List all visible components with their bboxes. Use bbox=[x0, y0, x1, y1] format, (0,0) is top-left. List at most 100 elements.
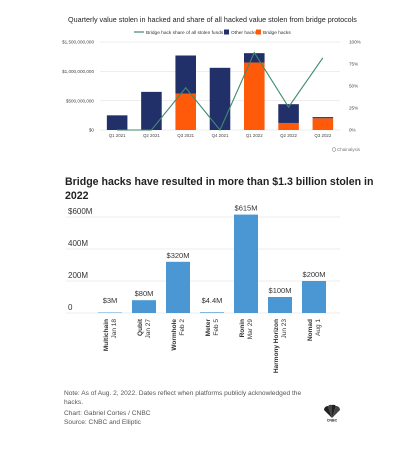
y-tick-label: $1,000,000,000 bbox=[62, 69, 94, 74]
value-label: $3M bbox=[103, 296, 118, 305]
source: Source: CNBC and Elliptic bbox=[64, 419, 141, 426]
y2-tick-label: 75% bbox=[349, 62, 358, 67]
value-label: $100M bbox=[269, 286, 292, 295]
x-tick-label: Q3 2022 bbox=[314, 133, 331, 138]
svg-text:WormholeFeb 2: WormholeFeb 2 bbox=[171, 319, 186, 351]
cnbc-peacock-logo: CNBC bbox=[324, 404, 340, 423]
svg-text:MeterFeb 5: MeterFeb 5 bbox=[205, 319, 220, 337]
chart2-x-axis: MultichainJan 18 QubitJan 27 WormholeFeb 2… bbox=[103, 318, 322, 373]
platform-name: Multichain bbox=[103, 319, 110, 351]
chart2-title-line1: Bridge hacks have resulted in more than … bbox=[65, 176, 373, 188]
svg-text:MultichainJan 18: MultichainJan 18 bbox=[103, 319, 118, 352]
x-tick-label: Q3 2021 bbox=[177, 133, 194, 138]
platform-name: Qubit bbox=[137, 318, 144, 336]
chart-credit: Chart: Gabriel Cortes / CNBC bbox=[64, 410, 151, 417]
note-line2: hacks. bbox=[64, 399, 84, 406]
bridge-hacks-2022-chart: Bridge hacks have resulted in more than … bbox=[65, 176, 373, 373]
chart2-title-line2: 2022 bbox=[65, 190, 89, 202]
y-tick-label: $600M bbox=[68, 207, 93, 216]
chart1-share-line bbox=[117, 51, 324, 132]
x-category-label: MultichainJan 18 bbox=[103, 319, 118, 352]
value-label: $200M bbox=[303, 270, 326, 279]
y-tick-label: $0 bbox=[89, 128, 95, 133]
chart1-bars bbox=[106, 53, 334, 130]
chainalysis-icon bbox=[331, 147, 337, 152]
platform-name: Ronin bbox=[239, 319, 246, 337]
bar-other-hacks bbox=[209, 67, 231, 130]
y-tick-label: 200M bbox=[68, 271, 88, 280]
chart2-bars bbox=[98, 214, 326, 313]
bar-bridge-hacks bbox=[175, 93, 196, 130]
platform-name: Meter bbox=[205, 319, 212, 337]
bar-other-hacks bbox=[141, 91, 162, 130]
x-category-label: WormholeFeb 2 bbox=[171, 319, 186, 351]
value-label: $4.4M bbox=[202, 296, 223, 305]
hack-date: Mar 29 bbox=[247, 319, 254, 340]
bar-other-hacks bbox=[278, 104, 299, 123]
platform-name: Harmony Horizon bbox=[273, 319, 280, 373]
bar-bridge-hacks bbox=[278, 122, 299, 130]
y2-tick-label: 25% bbox=[349, 106, 358, 111]
bar-hack-value bbox=[200, 312, 224, 313]
chart1-title: Quarterly value stolen in hacked and sha… bbox=[68, 15, 357, 24]
chart2-value-labels: $3M $80M $320M $4.4M $615M $100M $200M bbox=[103, 204, 326, 305]
chart1-legend: Bridge hack share of all stolen funds Ot… bbox=[134, 29, 291, 36]
x-tick-label: Q1 2022 bbox=[246, 133, 263, 138]
x-category-label: NomadAug 1 bbox=[307, 319, 322, 341]
svg-text:NomadAug 1: NomadAug 1 bbox=[307, 319, 322, 341]
bar-bridge-hacks bbox=[244, 62, 265, 130]
platform-name: Wormhole bbox=[171, 319, 178, 351]
hack-date: Jun 23 bbox=[281, 319, 288, 339]
x-category-label: RoninMar 29 bbox=[239, 319, 254, 340]
chart1-credit-text: Chainalysis bbox=[337, 147, 361, 152]
bar-hack-value bbox=[132, 300, 156, 313]
x-category-label: MeterFeb 5 bbox=[205, 319, 220, 337]
chart1-y-axis: $1,500,000,000 $1,000,000,000 $500,000,000… bbox=[62, 40, 94, 133]
x-tick-label: Q1 2021 bbox=[109, 133, 126, 138]
value-label: $80M bbox=[135, 289, 154, 298]
platform-name: Nomad bbox=[307, 319, 314, 341]
y-tick-label: 0 bbox=[68, 303, 73, 312]
chart2-y-axis: $600M 400M 200M 0 bbox=[68, 207, 93, 312]
bridge-share-line bbox=[117, 51, 324, 132]
chart1-x-axis: Q1 2021 Q2 2021 Q3 2021 Q4 2021 Q1 2022 Q2 20… bbox=[109, 133, 332, 138]
bar-other-hacks bbox=[175, 55, 196, 94]
bar-other-hacks bbox=[312, 117, 334, 119]
stolen-value-quarterly-chart: Quarterly value stolen in hacked and sha… bbox=[62, 15, 361, 152]
x-tick-label: Q2 2022 bbox=[280, 133, 297, 138]
svg-text:CNBC: CNBC bbox=[327, 419, 338, 423]
hack-date: Jan 27 bbox=[145, 319, 152, 339]
legend-bridge-hacks: Bridge hacks bbox=[263, 30, 291, 36]
y2-tick-label: 0% bbox=[349, 128, 356, 133]
y2-tick-label: 100% bbox=[349, 40, 361, 45]
legend-swatch-bridge bbox=[256, 29, 261, 35]
bar-hack-value bbox=[234, 214, 258, 313]
svg-text:QubitJan 27: QubitJan 27 bbox=[137, 318, 152, 338]
chart1-credit: Chainalysis bbox=[331, 147, 361, 152]
x-tick-label: Q2 2021 bbox=[143, 133, 160, 138]
y2-tick-label: 50% bbox=[349, 84, 358, 89]
x-category-label: QubitJan 27 bbox=[137, 318, 152, 338]
bar-other-hacks bbox=[106, 115, 128, 130]
x-tick-label: Q4 2021 bbox=[212, 133, 229, 138]
hack-date: Feb 5 bbox=[213, 319, 220, 336]
y-tick-label: $500,000,000 bbox=[66, 98, 95, 103]
note-line1: Note: As of Aug. 2, 2022. Dates reflect … bbox=[64, 390, 302, 397]
svg-text:Harmony HorizonJun 23: Harmony HorizonJun 23 bbox=[273, 319, 288, 374]
bar-other-hacks bbox=[244, 53, 265, 63]
chart2-gridlines bbox=[66, 216, 340, 314]
bar-hack-value bbox=[302, 281, 326, 313]
value-label: $615M bbox=[235, 204, 258, 213]
bar-hack-value bbox=[268, 297, 292, 313]
legend-other-hacks: Other hacks bbox=[231, 30, 257, 36]
x-category-label: Harmony HorizonJun 23 bbox=[273, 319, 288, 374]
svg-text:RoninMar 29: RoninMar 29 bbox=[239, 319, 254, 340]
value-label: $320M bbox=[167, 251, 190, 260]
legend-swatch-other bbox=[224, 29, 229, 35]
bar-hack-value bbox=[166, 261, 190, 313]
hack-date: Jan 18 bbox=[111, 319, 118, 339]
chart1-y2-axis: 100% 75% 50% 25% 0% bbox=[349, 40, 361, 133]
hack-date: Aug 1 bbox=[315, 319, 322, 336]
bar-bridge-hacks bbox=[312, 118, 334, 130]
legend-bridge-share: Bridge hack share of all stolen funds bbox=[146, 30, 224, 36]
